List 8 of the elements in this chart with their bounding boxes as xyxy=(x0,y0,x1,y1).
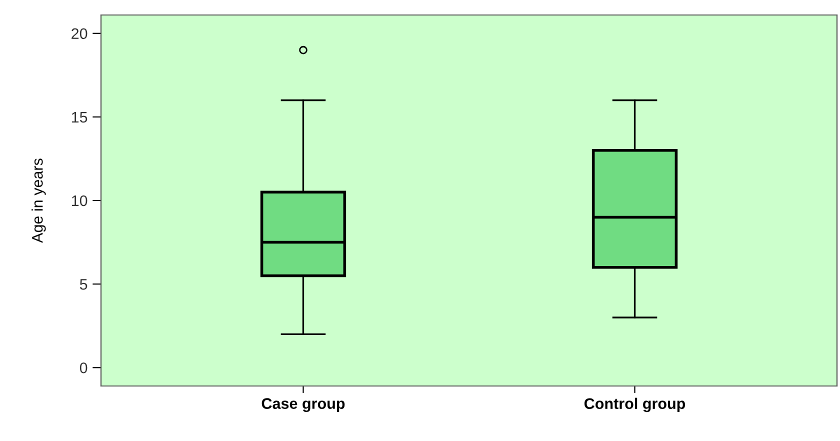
y-tick-label: 0 xyxy=(80,362,88,374)
y-tick-label: 15 xyxy=(72,112,88,123)
x-tick-label: Case group xyxy=(262,398,345,412)
y-tick-label: 20 xyxy=(72,28,88,40)
y-tick-label: 5 xyxy=(80,279,88,290)
x-tick-label: Control group xyxy=(584,398,686,412)
y-tick-label: 10 xyxy=(72,195,88,206)
y-axis-title: Age in years xyxy=(32,158,46,243)
